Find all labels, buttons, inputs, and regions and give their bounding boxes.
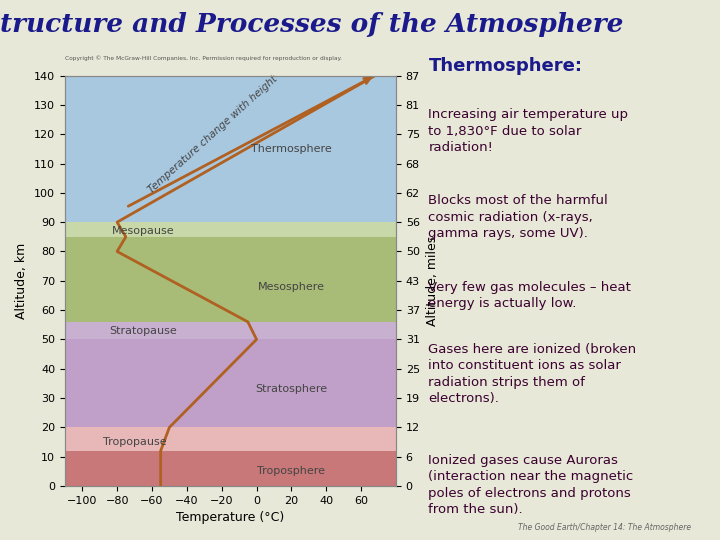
Bar — [65, 451, 396, 486]
Text: Structure and Processes of the Atmosphere: Structure and Processes of the Atmospher… — [0, 12, 624, 37]
Text: Ionized gases cause Auroras
(interaction near the magnetic
poles of electrons an: Ionized gases cause Auroras (interaction… — [428, 454, 634, 516]
Text: Very few gas molecules – heat
energy is actually low.: Very few gas molecules – heat energy is … — [428, 281, 631, 310]
Text: Troposphere: Troposphere — [258, 467, 325, 476]
Bar — [65, 237, 396, 322]
Text: The Good Earth/Chapter 14: The Atmosphere: The Good Earth/Chapter 14: The Atmospher… — [518, 523, 691, 532]
Bar — [65, 340, 396, 427]
Text: Increasing air temperature up
to 1,830°F due to solar
radiation!: Increasing air temperature up to 1,830°F… — [428, 108, 629, 154]
Text: Blocks most of the harmful
cosmic radiation (x-rays,
gamma rays, some UV).: Blocks most of the harmful cosmic radiat… — [428, 194, 608, 240]
Text: Gases here are ionized (broken
into constituent ions as solar
radiation strips t: Gases here are ionized (broken into cons… — [428, 343, 636, 406]
Text: Tropopause: Tropopause — [103, 437, 166, 447]
Bar — [65, 76, 396, 222]
Text: Thermosphere: Thermosphere — [251, 144, 332, 154]
Bar — [65, 222, 396, 237]
Text: Stratopause: Stratopause — [109, 326, 177, 336]
Y-axis label: Altitude, km: Altitude, km — [15, 242, 28, 319]
Text: Mesosphere: Mesosphere — [258, 282, 325, 292]
X-axis label: Temperature (°C): Temperature (°C) — [176, 511, 284, 524]
Text: Temperature change with height: Temperature change with height — [146, 73, 279, 195]
Bar — [65, 427, 396, 451]
Bar — [65, 322, 396, 340]
Text: Mesopause: Mesopause — [112, 226, 174, 236]
Text: Thermosphere:: Thermosphere: — [428, 57, 582, 75]
Text: Stratosphere: Stratosphere — [256, 384, 328, 394]
Text: Copyright © The McGraw-Hill Companies, Inc. Permission required for reproduction: Copyright © The McGraw-Hill Companies, I… — [65, 55, 342, 60]
Y-axis label: Altitude, miles: Altitude, miles — [426, 235, 438, 326]
